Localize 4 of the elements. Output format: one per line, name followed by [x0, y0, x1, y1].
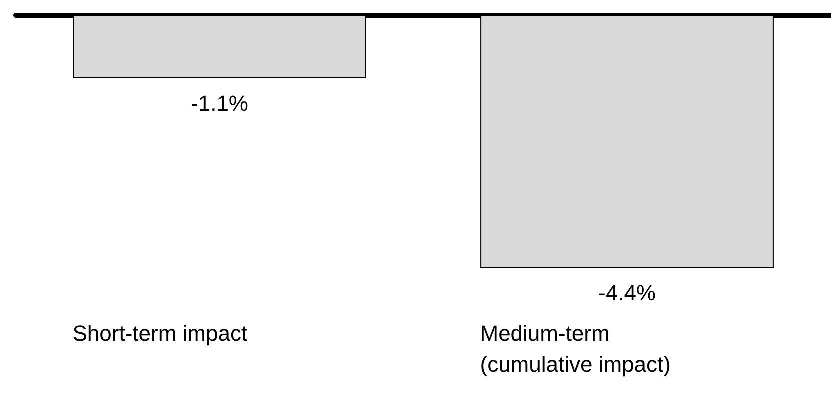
x-tick-label: Short-term impact — [72, 321, 248, 346]
data-label: -1.1% — [191, 90, 248, 116]
data-label: -4.4% — [598, 280, 656, 306]
x-tick-label: Medium-term (cumulative impact) — [480, 321, 671, 377]
